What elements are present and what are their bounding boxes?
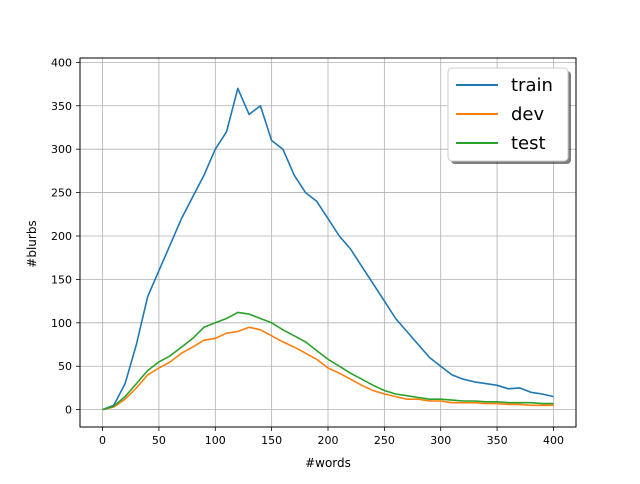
x-tick-label: 300 bbox=[430, 434, 451, 447]
legend-label-dev: dev bbox=[511, 104, 545, 125]
x-tick-label: 50 bbox=[152, 434, 166, 447]
y-tick-label: 350 bbox=[51, 100, 72, 113]
y-tick-label: 200 bbox=[51, 230, 72, 243]
y-tick-label: 150 bbox=[51, 273, 72, 286]
y-tick-label: 100 bbox=[51, 317, 72, 330]
legend-box bbox=[447, 67, 569, 162]
series-line-dev bbox=[102, 326, 554, 411]
x-tick-label: 150 bbox=[261, 434, 282, 447]
x-tick-label: 200 bbox=[318, 434, 339, 447]
y-tick-label: 400 bbox=[51, 56, 72, 69]
x-axis-label: #words bbox=[305, 456, 351, 470]
x-tick-label: 400 bbox=[543, 434, 564, 447]
x-tick-label: 250 bbox=[374, 434, 395, 447]
y-tick-label: 250 bbox=[51, 187, 72, 200]
legend-label-train: train bbox=[511, 75, 553, 96]
legend: train dev test bbox=[447, 67, 571, 164]
y-tick-label: 0 bbox=[65, 404, 72, 417]
x-tick-label: 0 bbox=[99, 434, 106, 447]
ticks: 0 50 100 150 200 250 300 350 400 0 50 100 150 200 250 3… bbox=[51, 56, 564, 447]
series-line-train bbox=[102, 87, 554, 411]
legend-label-test: test bbox=[511, 133, 546, 154]
x-tick-label: 350 bbox=[487, 434, 508, 447]
y-axis-label: #blurbs bbox=[25, 220, 39, 267]
y-tick-label: 50 bbox=[58, 360, 72, 373]
series-line-test bbox=[102, 311, 554, 411]
series-lines bbox=[102, 87, 554, 411]
x-tick-label: 100 bbox=[205, 434, 226, 447]
y-tick-label: 300 bbox=[51, 143, 72, 156]
